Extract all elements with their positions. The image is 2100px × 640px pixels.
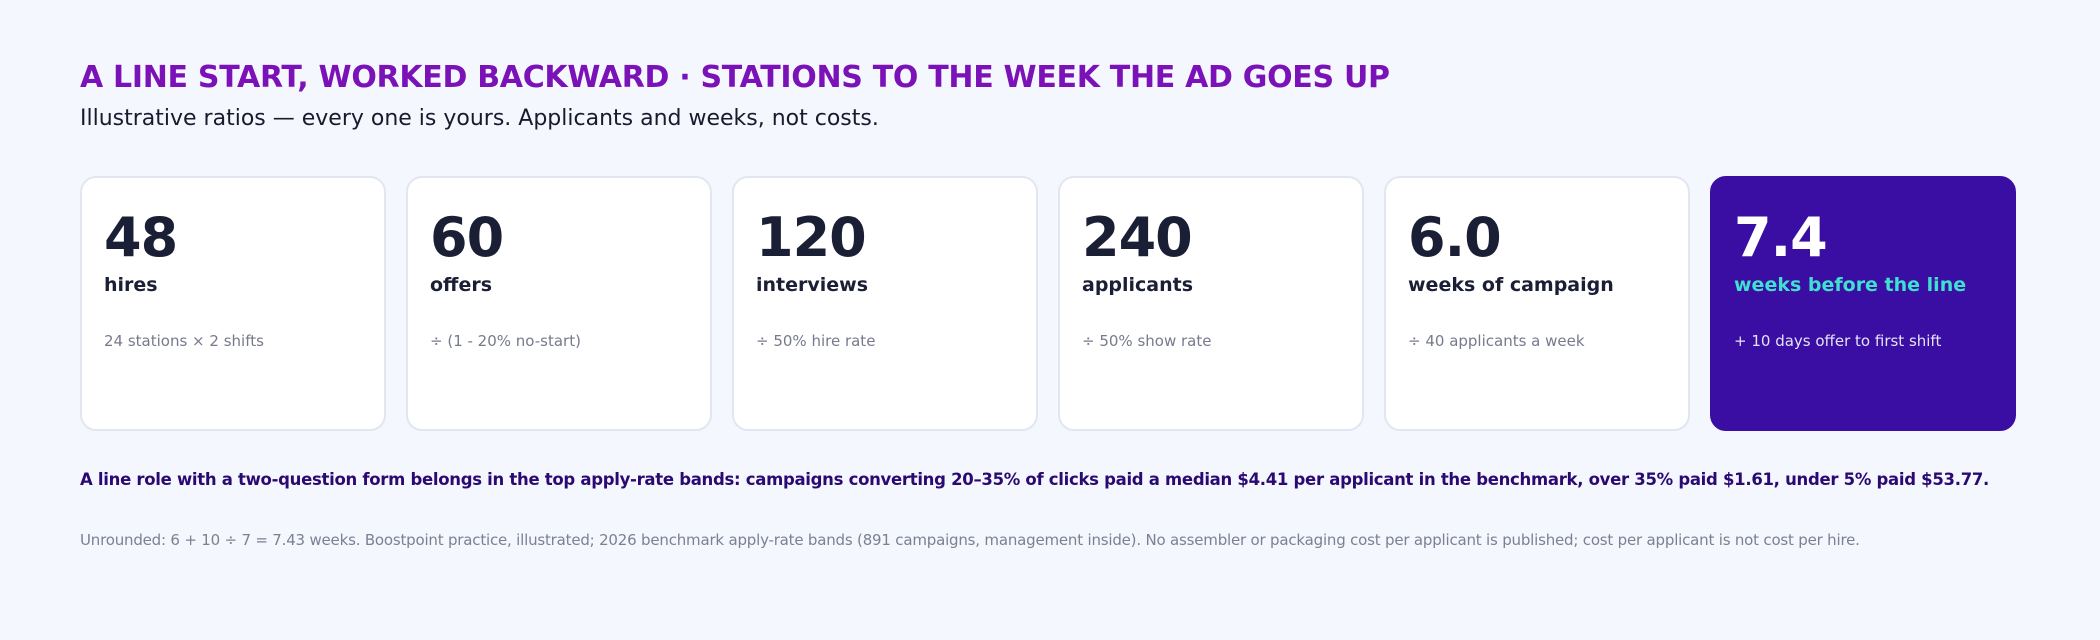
stat-card-campaign-weeks: 6.0 weeks of campaign ÷ 40 applicants a … [1384, 176, 1690, 431]
page-subtitle: Illustrative ratios — every one is yours… [80, 106, 879, 131]
stat-card-offers: 60 offers ÷ (1 - 20% no-start) [406, 176, 712, 431]
stat-value: 60 [430, 206, 504, 269]
stat-label: weeks of campaign [1408, 274, 1614, 296]
stat-note: ÷ 50% show rate [1082, 332, 1212, 350]
stat-card-applicants: 240 applicants ÷ 50% show rate [1058, 176, 1364, 431]
stat-value: 7.4 [1734, 206, 1828, 269]
stat-value: 240 [1082, 206, 1193, 269]
stat-card-hires: 48 hires 24 stations × 2 shifts [80, 176, 386, 431]
source-note: Unrounded: 6 + 10 ÷ 7 = 7.43 weeks. Boos… [80, 531, 1860, 549]
stat-value: 6.0 [1408, 206, 1502, 269]
stat-label: hires [104, 274, 158, 296]
benchmark-claim: A line role with a two-question form bel… [80, 470, 1990, 489]
stat-label: offers [430, 274, 493, 296]
page-title: A LINE START, WORKED BACKWARD · STATIONS… [80, 60, 1390, 95]
stat-label: applicants [1082, 274, 1194, 296]
stat-note: ÷ 40 applicants a week [1408, 332, 1585, 350]
stat-note: ÷ (1 - 20% no-start) [430, 332, 581, 350]
stat-label: weeks before the line [1734, 274, 1967, 296]
stat-card-weeks-before-line: 7.4 weeks before the line + 10 days offe… [1710, 176, 2016, 431]
stat-label: interviews [756, 274, 869, 296]
stat-value: 120 [756, 206, 867, 269]
stat-note: ÷ 50% hire rate [756, 332, 876, 350]
stat-card-interviews: 120 interviews ÷ 50% hire rate [732, 176, 1038, 431]
stat-note: 24 stations × 2 shifts [104, 332, 264, 350]
stat-cards: 48 hires 24 stations × 2 shifts 60 offer… [80, 176, 2016, 431]
stat-value: 48 [104, 206, 178, 269]
stat-note: + 10 days offer to first shift [1734, 332, 1942, 350]
